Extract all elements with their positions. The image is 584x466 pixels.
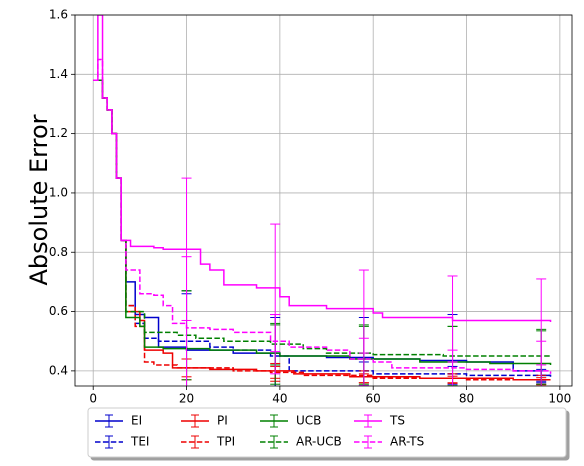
- plot-area: [93, 15, 552, 386]
- y-axis-label: Absolute Error: [25, 114, 53, 285]
- series-line: [93, 79, 551, 381]
- x-tick-label: 0: [89, 392, 97, 406]
- y-tick-label: 0.6: [49, 304, 68, 318]
- series-line: [93, 79, 552, 358]
- x-tick-label: 20: [179, 392, 194, 406]
- y-tick-label: 1.6: [49, 8, 68, 22]
- plot-frame: [74, 14, 573, 387]
- x-tick-label: 40: [272, 392, 287, 406]
- legend: EI TEI PI TPI UCB AR-UCB TS AR-TS: [87, 407, 567, 458]
- legend-label: AR-TS: [390, 435, 424, 449]
- legend-label: UCB: [296, 414, 321, 428]
- x-tick-label: 80: [459, 392, 474, 406]
- y-tick-label: 1.2: [49, 126, 68, 140]
- series-line: [93, 58, 552, 374]
- legend-label: TPI: [216, 435, 235, 449]
- legend-label: EI: [131, 414, 142, 428]
- x-tick-label: 60: [366, 392, 381, 406]
- series-line: [93, 79, 551, 377]
- axes: 0 20 40 60 80 100 0.4 0.6 0.8 1.0 1.2 1.4 1.6: [49, 8, 571, 406]
- grid: [75, 14, 572, 386]
- legend-label: PI: [217, 414, 228, 428]
- y-tick-label: 0.4: [49, 363, 68, 377]
- series-line: [93, 15, 552, 322]
- y-tick-label: 1.4: [49, 67, 68, 81]
- y-tick-label: 1.0: [49, 185, 68, 199]
- series-line: [93, 79, 552, 365]
- legend-box: [87, 407, 567, 458]
- series-line: [93, 79, 552, 382]
- legend-label: TS: [389, 414, 405, 428]
- y-tick-label: 0.8: [49, 245, 68, 259]
- legend-label: TEI: [130, 435, 149, 449]
- legend-label: AR-UCB: [296, 435, 342, 449]
- x-tick-label: 100: [548, 392, 571, 406]
